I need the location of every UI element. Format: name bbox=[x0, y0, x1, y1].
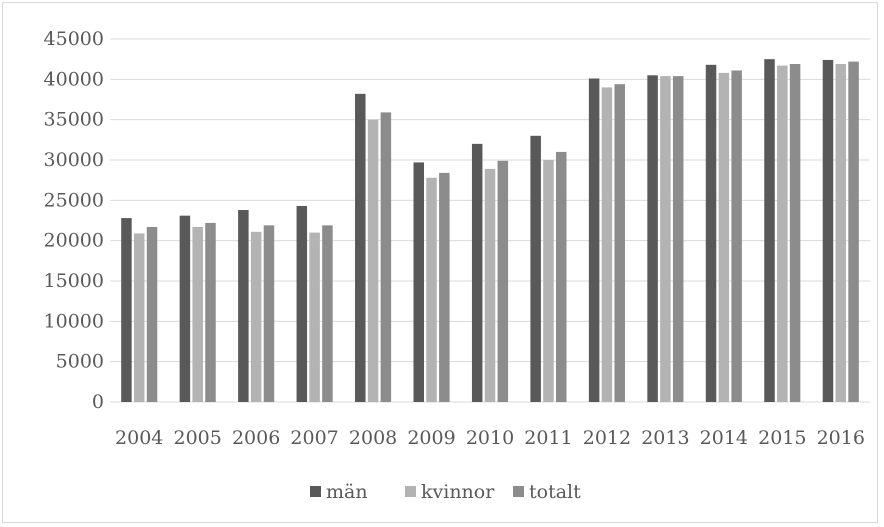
bar-kvinnor-2006 bbox=[250, 231, 262, 402]
bar-totalt-2012 bbox=[614, 84, 625, 402]
bar-totalt-2015 bbox=[789, 64, 801, 403]
y-tick-label: 5000 bbox=[56, 351, 104, 373]
x-tick-label: 2015 bbox=[758, 427, 806, 449]
bar-män-2011 bbox=[530, 135, 541, 403]
bar-totalt-2010 bbox=[497, 160, 509, 402]
legend: män kvinnor totalt bbox=[310, 481, 581, 503]
bar-män-2005 bbox=[179, 215, 191, 402]
bar-män-2007 bbox=[296, 205, 308, 402]
bar-kvinnor-2009 bbox=[426, 177, 437, 402]
bar-män-2006 bbox=[238, 210, 249, 402]
bar-män-2008 bbox=[355, 93, 366, 402]
bar-kvinnor-2016 bbox=[835, 64, 847, 403]
bar-kvinnor-2015 bbox=[777, 65, 788, 403]
legend-label: kvinnor bbox=[421, 481, 495, 503]
bar-totalt-2013 bbox=[672, 76, 684, 403]
bar-totalt-2008 bbox=[380, 112, 392, 402]
x-axis-ticks: 2004 2005 2006 2007 2008 2009 2010 2011 2012 2013… bbox=[115, 427, 865, 449]
bar-kvinnor-2007 bbox=[309, 232, 320, 402]
legend-label: män bbox=[326, 481, 368, 503]
legend-swatch-totalt bbox=[513, 486, 524, 497]
bar-män-2010 bbox=[471, 143, 483, 402]
bar-totalt-2007 bbox=[322, 225, 333, 402]
bar-män-2013 bbox=[647, 75, 658, 403]
y-tick-label: 30000 bbox=[44, 149, 104, 171]
x-tick-label: 2014 bbox=[700, 427, 748, 449]
x-tick-label: 2011 bbox=[524, 427, 572, 449]
y-tick-label: 0 bbox=[92, 391, 104, 413]
legend-swatch-män bbox=[310, 486, 321, 497]
x-tick-label: 2006 bbox=[232, 427, 280, 449]
bar-totalt-2011 bbox=[556, 151, 567, 402]
bar-totalt-2004 bbox=[146, 226, 158, 402]
x-tick-label: 2008 bbox=[349, 427, 397, 449]
bar-män-2012 bbox=[588, 78, 600, 402]
bar-kvinnor-2011 bbox=[543, 160, 554, 402]
x-tick-label: 2010 bbox=[466, 427, 514, 449]
bars bbox=[121, 59, 859, 403]
x-tick-label: 2016 bbox=[817, 427, 865, 449]
y-tick-label: 40000 bbox=[44, 68, 104, 90]
bar-kvinnor-2013 bbox=[660, 76, 671, 403]
bar-kvinnor-2008 bbox=[367, 119, 379, 403]
bar-totalt-2005 bbox=[205, 222, 216, 402]
bar-kvinnor-2014 bbox=[718, 72, 730, 402]
bar-totalt-2009 bbox=[439, 172, 450, 402]
y-tick-label: 25000 bbox=[44, 189, 104, 211]
bar-kvinnor-2004 bbox=[133, 233, 145, 402]
bar-totalt-2016 bbox=[848, 61, 859, 402]
bar-totalt-2006 bbox=[263, 225, 275, 402]
y-tick-label: 15000 bbox=[44, 270, 104, 292]
bar-män-2015 bbox=[764, 59, 775, 403]
x-tick-label: 2012 bbox=[583, 427, 631, 449]
y-axis-ticks: 0 5000 10000 15000 20000 25000 30000 35000 40000… bbox=[44, 28, 104, 413]
legend-label: totalt bbox=[529, 481, 581, 503]
bar-män-2004 bbox=[121, 218, 132, 402]
x-tick-label: 2013 bbox=[641, 427, 689, 449]
gridlines bbox=[110, 38, 870, 403]
bar-kvinnor-2005 bbox=[192, 226, 203, 402]
bar-män-2009 bbox=[413, 162, 424, 402]
y-tick-label: 45000 bbox=[44, 28, 104, 50]
bar-kvinnor-2010 bbox=[484, 168, 496, 402]
bar-kvinnor-2012 bbox=[601, 87, 613, 403]
x-tick-label: 2009 bbox=[407, 427, 455, 449]
y-tick-label: 20000 bbox=[44, 230, 104, 252]
y-tick-label: 35000 bbox=[44, 109, 104, 131]
bar-totalt-2014 bbox=[731, 70, 742, 403]
legend-swatch-kvinnor bbox=[405, 486, 416, 497]
x-tick-label: 2005 bbox=[174, 427, 222, 449]
bar-män-2014 bbox=[705, 64, 717, 403]
x-tick-label: 2004 bbox=[115, 427, 163, 449]
x-tick-label: 2007 bbox=[290, 427, 338, 449]
y-tick-label: 10000 bbox=[44, 310, 104, 332]
bar-män-2016 bbox=[822, 59, 834, 403]
